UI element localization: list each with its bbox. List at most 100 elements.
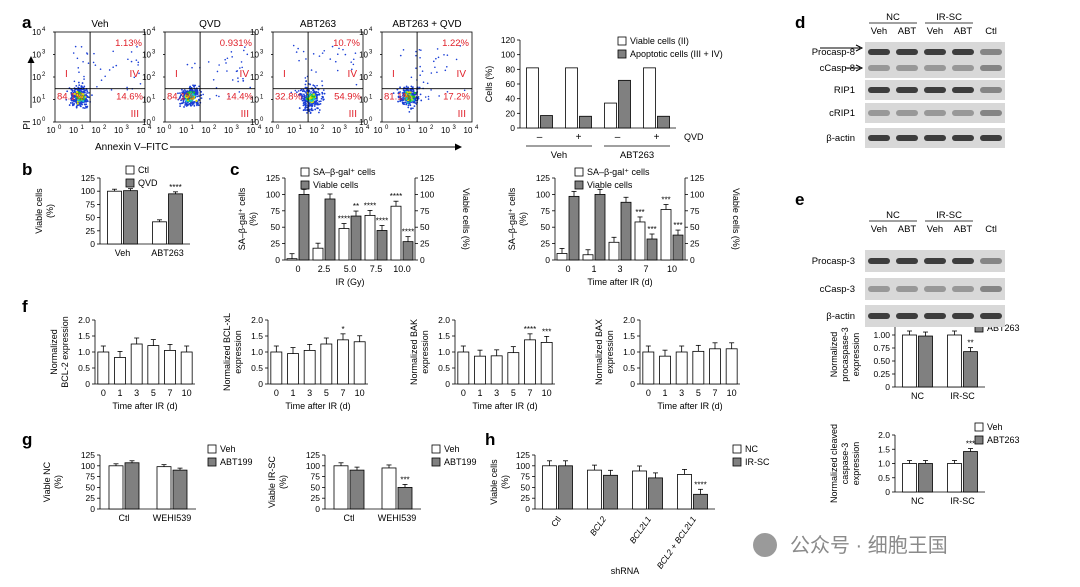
b-bar-s2	[123, 190, 138, 245]
blot-e-band	[952, 313, 974, 319]
flow-event-dot	[407, 106, 410, 109]
c2-y2-tick-label: 100	[690, 189, 704, 199]
flow-event-dot	[74, 99, 77, 102]
e2-legend-swatch	[974, 435, 984, 445]
c1-significance: ****	[390, 192, 402, 201]
b-legend-label: QVD	[138, 178, 158, 188]
flow-quadrant-I: I	[392, 69, 395, 80]
flow-event-dot	[311, 109, 314, 112]
f2-bar-s1	[303, 349, 316, 385]
flow-event-dot	[313, 105, 316, 107]
flow-event-dot	[427, 95, 430, 98]
flow-event-dot	[317, 91, 320, 94]
flow-density-dot	[79, 93, 82, 97]
flow-event-dot	[392, 92, 395, 95]
c2-legend-label: SA–β-gal⁺ cells	[587, 167, 650, 177]
b-legend-label: Ctl	[138, 165, 149, 175]
flow-event-dot	[336, 69, 339, 72]
flow-event-dot	[93, 52, 95, 55]
flow-quadrant-lower-right-percent: 14.6%	[116, 92, 143, 103]
f3-category-label: 0	[461, 388, 466, 398]
blot-e-band	[924, 286, 946, 292]
flow-event-dot	[323, 92, 326, 95]
flow-x-tick-label: 10	[92, 126, 101, 135]
flow-plot-frame	[54, 31, 146, 123]
c2-bar-s1	[556, 253, 568, 261]
flow-event-dot	[310, 69, 313, 71]
e2-significance: ***	[966, 440, 975, 449]
flow-quadrant-II-percent: 10.7%	[333, 38, 360, 49]
h-legend-label: NC	[745, 444, 758, 454]
flow-event-dot	[96, 85, 98, 88]
flow-event-dot	[191, 102, 194, 105]
blot-d-lane-label: Ctl	[985, 26, 997, 37]
flow-x-tick-label: 10	[332, 126, 341, 135]
flow-event-dot	[419, 74, 421, 77]
flow-event-dot	[190, 104, 192, 107]
flow-event-dot	[181, 102, 184, 105]
flow-event-dot	[209, 98, 211, 100]
blot-d-group-label: NC	[886, 12, 900, 23]
flow-event-dot	[420, 49, 422, 51]
flow-event-dot	[216, 70, 219, 73]
flow-event-dot	[303, 93, 305, 96]
flow-event-dot	[303, 98, 306, 101]
flow-event-dot	[302, 50, 305, 53]
c2-bar-s2	[646, 238, 658, 261]
flow-event-dot	[400, 97, 403, 100]
f3-bar-s1	[457, 351, 470, 385]
f4-category-label: 5	[696, 388, 701, 398]
flow-event-dot	[69, 102, 72, 104]
flow-x-tick-exponent: 2	[321, 125, 325, 131]
flow-event-dot	[419, 65, 421, 68]
a_bar-bar-s2	[657, 115, 670, 129]
f3-significance: ***	[542, 327, 551, 336]
flow-event-dot	[310, 108, 313, 111]
flow-event-dot	[351, 68, 353, 71]
flow-y-tick-label: 10	[359, 118, 368, 127]
flow-quadrant-IV: IV	[240, 69, 250, 80]
flow-y-tick-label: 10	[32, 118, 41, 127]
flow-y-tick-label: 10	[142, 73, 151, 82]
blot-d-row-label: β-actin	[826, 133, 855, 144]
flow-event-dot	[66, 90, 69, 93]
c1-bar-s1	[364, 214, 376, 261]
h-bar-s1	[587, 469, 602, 510]
g1-category-label: WEHI539	[153, 513, 192, 523]
h-bar-s1	[542, 465, 557, 510]
flow-x-tick-exponent: 4	[475, 125, 479, 131]
blot-d-band	[924, 110, 946, 116]
flow-density-dot	[310, 99, 313, 102]
flow-event-dot	[446, 90, 449, 93]
f4-category-label: 7	[712, 388, 717, 398]
flow-event-dot	[242, 77, 244, 80]
e2-y-axis-title: expression	[851, 442, 861, 486]
flow-x-tick-label: 10	[310, 126, 319, 135]
c2-significance: ***	[635, 208, 644, 217]
flow-event-dot	[100, 79, 103, 82]
flow-y-tick-exponent: 2	[260, 72, 264, 78]
flow-event-dot	[212, 79, 215, 81]
flow-quadrant-IV: IV	[457, 69, 467, 80]
flow-event-dot	[321, 92, 324, 95]
flow-x-tick-exponent: 1	[191, 125, 195, 131]
flow-event-dot	[86, 53, 89, 55]
c2-y2-tick-label: 50	[690, 222, 700, 232]
f2-bar-s1	[353, 341, 366, 385]
flow-event-dot	[230, 51, 233, 53]
flow-event-dot	[323, 49, 326, 52]
e2-legend-label: ABT263	[987, 435, 1020, 445]
c1-legend-label: SA–β-gal⁺ cells	[313, 167, 376, 177]
flow-event-dot	[446, 54, 449, 56]
flow-event-dot	[320, 97, 323, 100]
flow-x-tick-label: 10	[374, 126, 383, 135]
flow-y-tick-exponent: 4	[260, 27, 264, 33]
flow-event-dot	[75, 105, 78, 108]
c1-bar-s2	[350, 215, 362, 261]
b-category-label: Veh	[115, 248, 131, 258]
flow-event-dot	[407, 104, 410, 107]
h-bar-s2	[603, 474, 618, 510]
flow-quadrant-I-lower-percent: 84.1%	[57, 92, 84, 103]
panel-label-d: d	[795, 13, 805, 32]
c2-bar-s1	[660, 209, 672, 261]
